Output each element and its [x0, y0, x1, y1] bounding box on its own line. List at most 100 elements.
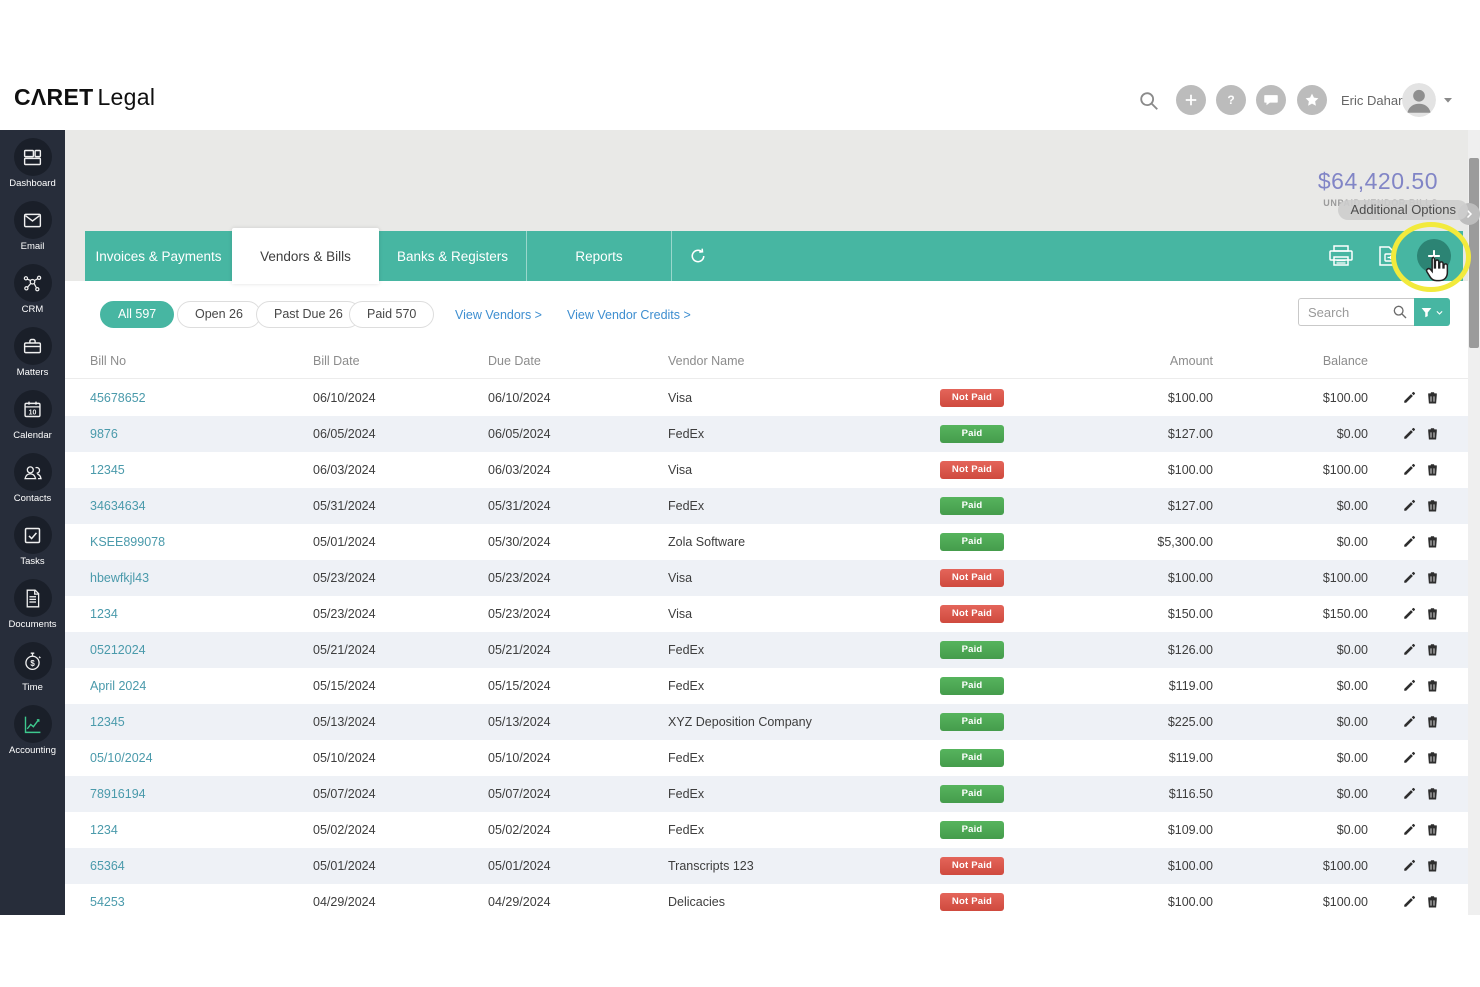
print-icon[interactable]: [1328, 244, 1354, 268]
vendor-name: Visa: [668, 463, 692, 477]
bill-number-link[interactable]: 54253: [90, 895, 125, 909]
sidebar-item-contacts[interactable]: Contacts: [0, 453, 65, 513]
time-icon: $: [14, 642, 52, 680]
sidebar-item-email[interactable]: Email: [0, 201, 65, 261]
delete-icon[interactable]: [1425, 498, 1440, 513]
bill-number-link[interactable]: April 2024: [90, 679, 146, 693]
avatar[interactable]: [1402, 83, 1436, 117]
refresh-icon[interactable]: [688, 246, 708, 266]
bill-number-link[interactable]: 1234: [90, 607, 118, 621]
delete-icon[interactable]: [1425, 894, 1440, 909]
filter-pill-all[interactable]: All 597: [100, 301, 174, 328]
edit-icon[interactable]: [1402, 822, 1417, 837]
scrollbar-thumb[interactable]: [1469, 158, 1479, 348]
delete-icon[interactable]: [1425, 822, 1440, 837]
edit-icon[interactable]: [1402, 390, 1417, 405]
column-header-amount[interactable]: Amount: [1170, 354, 1213, 368]
filter-pill-paid[interactable]: Paid 570: [349, 301, 434, 328]
edit-icon[interactable]: [1402, 498, 1417, 513]
column-header-bill-no[interactable]: Bill No: [90, 354, 126, 368]
view-vendor-credits-link[interactable]: View Vendor Credits >: [567, 308, 691, 322]
sidebar-item-label: Email: [0, 241, 65, 252]
edit-icon[interactable]: [1402, 642, 1417, 657]
bill-number-link[interactable]: 12345: [90, 463, 125, 477]
edit-icon[interactable]: [1402, 714, 1417, 729]
column-header-vendor-name[interactable]: Vendor Name: [668, 354, 744, 368]
edit-icon[interactable]: [1402, 894, 1417, 909]
edit-icon[interactable]: [1402, 534, 1417, 549]
due-date: 05/10/2024: [488, 751, 551, 765]
favorites-icon[interactable]: [1297, 85, 1327, 115]
due-date: 05/23/2024: [488, 607, 551, 621]
column-header-due-date[interactable]: Due Date: [488, 354, 541, 368]
tab-invoices-payments[interactable]: Invoices & Payments: [85, 231, 232, 281]
sidebar-item-crm[interactable]: CRM: [0, 264, 65, 324]
delete-icon[interactable]: [1425, 462, 1440, 477]
bill-number-link[interactable]: 9876: [90, 427, 118, 441]
delete-icon[interactable]: [1425, 570, 1440, 585]
balance: $150.00: [1323, 607, 1368, 621]
app-logo: CΛRETLegal: [14, 84, 155, 111]
tab-banks-registers[interactable]: Banks & Registers: [379, 231, 527, 281]
delete-icon[interactable]: [1425, 678, 1440, 693]
edit-icon[interactable]: [1402, 426, 1417, 441]
delete-icon[interactable]: [1425, 858, 1440, 873]
bill-number-link[interactable]: 78916194: [90, 787, 146, 801]
bill-number-link[interactable]: 65364: [90, 859, 125, 873]
delete-icon[interactable]: [1425, 642, 1440, 657]
search-icon[interactable]: [1138, 90, 1160, 112]
edit-icon[interactable]: [1402, 606, 1417, 621]
status-badge: Paid: [940, 497, 1004, 515]
delete-icon[interactable]: [1425, 786, 1440, 801]
tab-vendors-bills[interactable]: Vendors & Bills: [232, 228, 379, 284]
bill-number-link[interactable]: 05/10/2024: [90, 751, 153, 765]
view-vendors-link[interactable]: View Vendors >: [455, 308, 542, 322]
edit-icon[interactable]: [1402, 858, 1417, 873]
delete-icon[interactable]: [1425, 606, 1440, 621]
user-name[interactable]: Eric Dahan: [1341, 93, 1405, 108]
delete-icon[interactable]: [1425, 426, 1440, 441]
export-icon[interactable]: [1375, 244, 1399, 268]
bill-number-link[interactable]: 1234: [90, 823, 118, 837]
bill-number-link[interactable]: 34634634: [90, 499, 146, 513]
sidebar-item-matters[interactable]: Matters: [0, 327, 65, 387]
sidebar-item-time[interactable]: $Time: [0, 642, 65, 702]
edit-icon[interactable]: [1402, 786, 1417, 801]
edit-icon[interactable]: [1402, 678, 1417, 693]
add-icon[interactable]: [1176, 85, 1206, 115]
edit-icon[interactable]: [1402, 570, 1417, 585]
amount: $119.00: [1169, 751, 1213, 765]
due-date: 05/30/2024: [488, 535, 551, 549]
bill-number-link[interactable]: KSEE899078: [90, 535, 165, 549]
sidebar-item-tasks[interactable]: Tasks: [0, 516, 65, 576]
edit-icon[interactable]: [1402, 750, 1417, 765]
chevron-down-icon[interactable]: [1440, 92, 1456, 108]
edit-icon[interactable]: [1402, 462, 1417, 477]
vendor-name: Transcripts 123: [668, 859, 754, 873]
tab-reports[interactable]: Reports: [527, 231, 672, 281]
status-badge: Paid: [940, 533, 1004, 551]
delete-icon[interactable]: [1425, 534, 1440, 549]
column-header-balance[interactable]: Balance: [1323, 354, 1368, 368]
delete-icon[interactable]: [1425, 714, 1440, 729]
bill-number-link[interactable]: 45678652: [90, 391, 146, 405]
chat-icon[interactable]: [1256, 85, 1286, 115]
delete-icon[interactable]: [1425, 750, 1440, 765]
sidebar-item-accounting[interactable]: Accounting: [0, 705, 65, 765]
help-icon[interactable]: ?: [1216, 85, 1246, 115]
filter-pill-past-due[interactable]: Past Due 26: [256, 301, 361, 328]
balance: $0.00: [1337, 643, 1368, 657]
sidebar-item-calendar[interactable]: 10Calendar: [0, 390, 65, 450]
sidebar-item-dashboard[interactable]: Dashboard: [0, 138, 65, 198]
filter-pill-open[interactable]: Open 26: [177, 301, 261, 328]
amount: $116.50: [1169, 787, 1213, 801]
bill-number-link[interactable]: 12345: [90, 715, 125, 729]
column-header-bill-date[interactable]: Bill Date: [313, 354, 360, 368]
bill-number-link[interactable]: hbewfkjl43: [90, 571, 149, 585]
filter-button[interactable]: [1414, 298, 1450, 326]
add-bill-button[interactable]: [1417, 239, 1451, 273]
bill-number-link[interactable]: 05212024: [90, 643, 146, 657]
sidebar-item-documents[interactable]: Documents: [0, 579, 65, 639]
delete-icon[interactable]: [1425, 390, 1440, 405]
table-row: 7891619405/07/202405/07/2024FedExPaid$11…: [65, 776, 1468, 812]
